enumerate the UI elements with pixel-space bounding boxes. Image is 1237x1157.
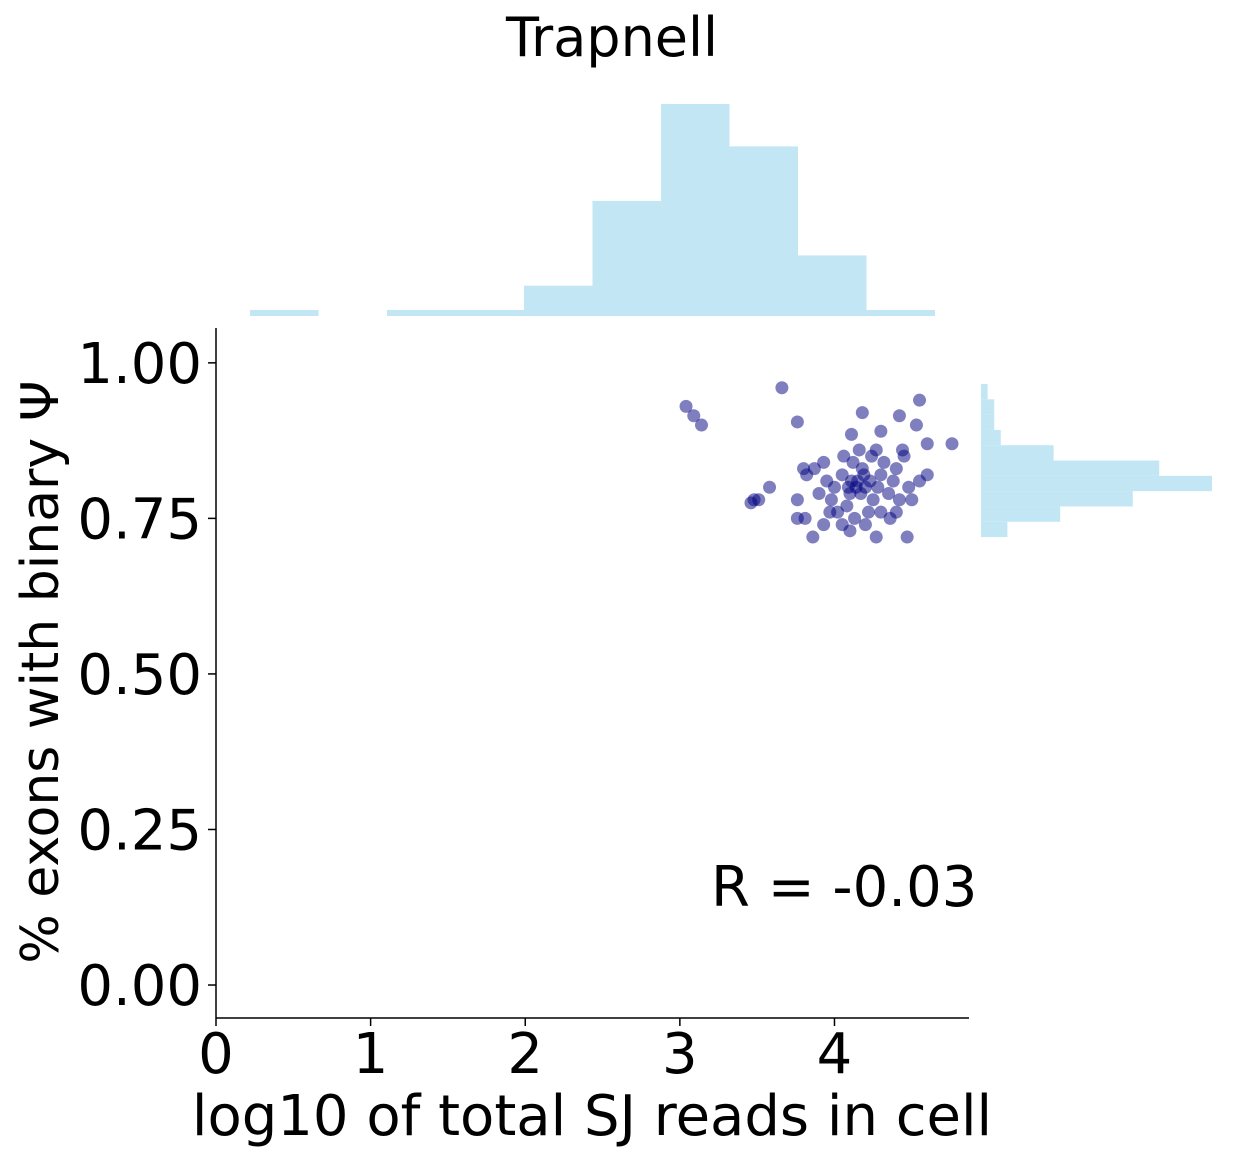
histogram-bar [250,309,319,316]
point [837,449,851,463]
y-tick-label: 0.75 [77,487,202,552]
point [817,455,831,469]
point [844,427,858,441]
y-tick-label: 0.00 [77,954,202,1019]
point [817,518,831,532]
point [775,381,789,395]
histogram-bar [524,285,593,316]
point [835,468,849,482]
point [874,468,888,482]
point [806,530,820,544]
annotation: R = -0.03 [711,855,977,920]
chart-title: Trapnell [505,6,718,69]
point [835,518,849,532]
histogram-bar [981,460,1160,476]
point [869,443,883,457]
point [900,530,914,544]
point [852,443,866,457]
point [744,496,758,510]
point [854,487,868,501]
point [892,493,906,507]
x-tick-label: 2 [507,1022,543,1087]
point [841,480,855,494]
x-axis-label: log10 of total SJ reads in cell [192,1084,992,1149]
histogram-bar [981,506,1061,522]
point [820,474,834,488]
point [913,393,927,407]
point [920,437,934,451]
point [848,511,862,525]
point [913,474,927,488]
histogram-bar [981,399,995,415]
point [886,474,900,488]
y-tick-label: 0.25 [77,798,202,863]
point [866,493,880,507]
point [874,424,888,438]
point [790,493,804,507]
histogram-bar [660,104,730,316]
x-tick-label: 4 [817,1022,853,1087]
histogram-bar [981,475,1212,492]
point [902,480,916,494]
histogram-bar [387,309,456,316]
point [797,462,811,476]
point [840,499,854,513]
point [877,455,891,469]
histogram-bar [729,146,798,316]
point [763,480,777,494]
point [889,462,903,476]
point [945,437,959,451]
y-tick-label: 0.50 [77,643,202,708]
point [889,505,903,519]
point [882,487,896,501]
histogram-bar [981,414,995,430]
point [823,505,837,519]
histogram-bar [866,309,935,316]
histogram-bar [797,255,867,316]
point [896,443,910,457]
histogram-bar [981,429,1001,446]
point [824,493,838,507]
point [855,406,869,420]
histogram-bar [981,521,1008,538]
point [892,409,906,423]
point [858,518,872,532]
point [798,511,812,525]
x-tick-label: 3 [662,1022,698,1087]
point [863,474,877,488]
point [812,487,826,501]
y-tick-label: 1.00 [77,332,202,397]
histogram-bar [592,200,661,316]
x-tick-label: 1 [353,1022,389,1087]
histogram-bar [981,445,1054,461]
point [695,418,709,432]
histogram-bar [455,309,525,316]
point [687,409,701,423]
point [909,418,923,432]
point [846,455,860,469]
point [905,493,919,507]
histogram-bar [981,383,988,400]
x-tick-label: 0 [198,1022,234,1087]
point [679,399,693,413]
y-axis-label: % exons with binary Ψ [11,380,71,963]
point [874,505,888,519]
histogram-bar [981,491,1133,507]
point [790,415,804,429]
point [861,505,875,519]
point [869,530,883,544]
